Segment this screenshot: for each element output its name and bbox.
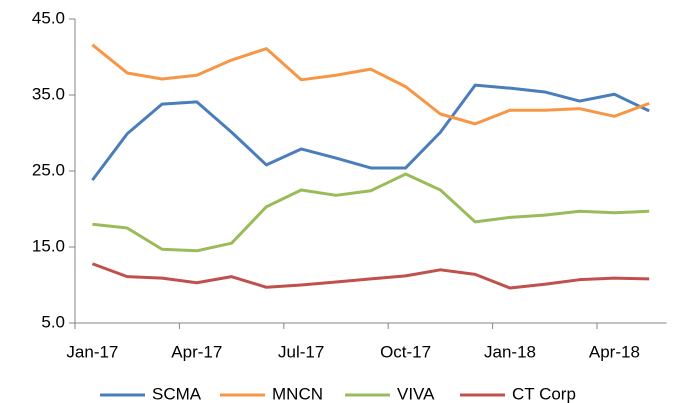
series-line — [91, 262, 650, 290]
y-tick-label: 15.0 — [32, 236, 65, 255]
legend-label: CT Corp — [512, 384, 576, 403]
x-tick-label: Apr-18 — [589, 342, 640, 361]
x-tick-label: Jul-17 — [278, 342, 324, 361]
legend-label: SCMA — [152, 384, 202, 403]
series-line — [91, 43, 650, 126]
y-tick-label: 45.0 — [32, 8, 65, 27]
x-tick-label: Jan-18 — [484, 342, 536, 361]
series-line — [91, 83, 650, 182]
y-tick-label: 35.0 — [32, 84, 65, 103]
legend-label: VIVA — [397, 384, 435, 403]
x-tick-label: Apr-17 — [171, 342, 222, 361]
y-tick-label: 25.0 — [32, 160, 65, 179]
legend-label: MNCN — [272, 384, 323, 403]
y-tick-label: 5.0 — [41, 312, 65, 331]
x-tick-label: Oct-17 — [380, 342, 431, 361]
series-line — [92, 172, 650, 253]
x-tick-label: Jan-17 — [66, 342, 118, 361]
